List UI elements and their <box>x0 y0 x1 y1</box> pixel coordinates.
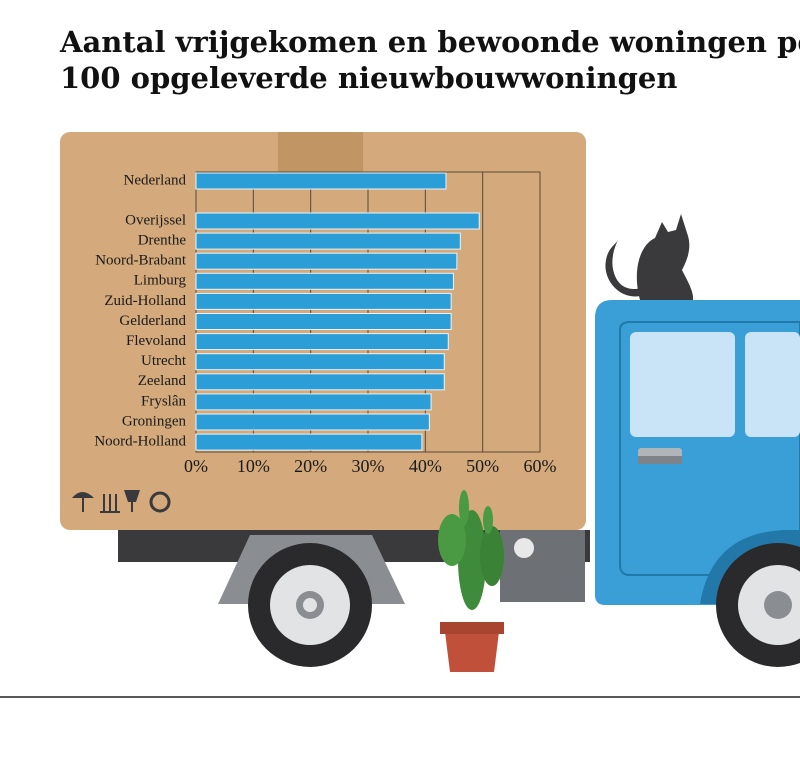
y-tick-label: Fryslân <box>141 393 187 409</box>
chart-title: Aantal vrijgekomen en bewoonde woningen … <box>59 25 800 95</box>
y-tick-label: Noord-Holland <box>94 434 186 450</box>
x-tick-label: 40% <box>409 456 442 476</box>
x-tick-label: 0% <box>184 456 208 476</box>
bar <box>195 272 454 290</box>
bar <box>195 232 461 250</box>
x-tick-label: 20% <box>294 456 327 476</box>
bar <box>195 292 452 310</box>
bar <box>195 333 449 351</box>
y-tick-label: Utrecht <box>141 353 187 369</box>
light <box>514 538 534 558</box>
bar <box>195 433 423 451</box>
x-tick-label: 50% <box>466 456 499 476</box>
plot: 0% 10% 20% 30% 40% 50% 60% Nederland Overijssel D… <box>94 171 557 476</box>
y-tick-label: Overijssel <box>125 212 186 228</box>
y-tick-label: Gelderland <box>119 313 186 329</box>
title-line: Aantal vrijgekomen en bewoonde woningen … <box>59 25 800 59</box>
bar <box>195 413 430 431</box>
cat <box>605 214 694 300</box>
x-tick-label: 30% <box>352 456 385 476</box>
y-tick-label: Groningen <box>122 413 187 429</box>
bar <box>195 353 445 371</box>
x-tick-label: 60% <box>524 456 557 476</box>
wheel <box>218 535 405 667</box>
y-tick-label: Flevoland <box>126 333 186 349</box>
cactus-plant <box>438 490 504 672</box>
y-tick-label: Nederland <box>124 172 187 188</box>
x-tick-label: 10% <box>237 456 270 476</box>
bar <box>195 373 445 391</box>
y-tick-label: Limburg <box>134 273 187 289</box>
bar <box>195 212 480 230</box>
y-tick-label: Noord-Brabant <box>95 253 187 269</box>
truck-cab <box>595 300 800 605</box>
cargo-box <box>60 132 586 530</box>
wheel <box>700 530 800 667</box>
title-line: 100 opgeleverde nieuwbouwwoningen <box>60 61 677 95</box>
bar <box>195 393 432 411</box>
y-tick-label: Zeeland <box>138 373 187 389</box>
bumper <box>500 530 585 602</box>
y-tick-label: Zuid-Holland <box>104 293 186 309</box>
bar <box>195 252 458 270</box>
bar <box>195 313 452 330</box>
bar <box>195 172 447 190</box>
box-icons <box>72 490 171 513</box>
y-tick-label: Drenthe <box>138 233 187 249</box>
